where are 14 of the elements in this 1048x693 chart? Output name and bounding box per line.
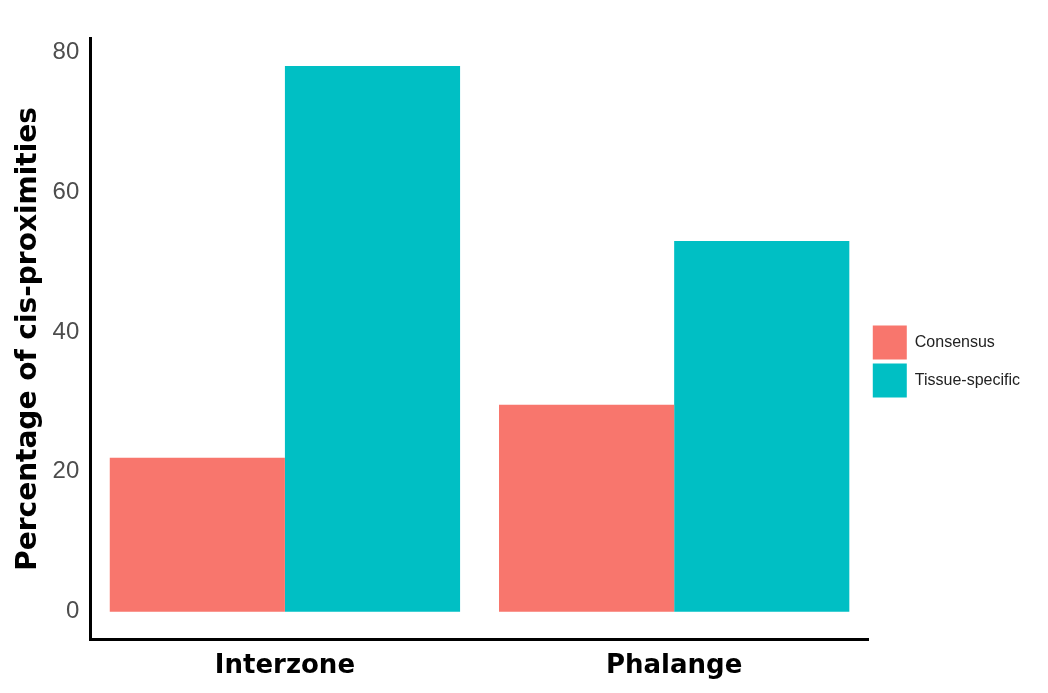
y-axis-title: Percentage of cis-proximities <box>10 107 44 571</box>
x-tick-label: Phalange <box>606 649 743 680</box>
y-tick-label: 40 <box>52 316 80 344</box>
bar <box>674 240 850 612</box>
legend-label: Tissue-specific <box>914 370 1021 388</box>
y-tick-label: 60 <box>52 176 80 204</box>
bar <box>284 65 461 612</box>
y-tick-label: 0 <box>65 596 80 624</box>
legend-label: Consensus <box>914 332 995 350</box>
y-tick-label: 80 <box>52 36 80 64</box>
bar <box>499 404 675 612</box>
bar <box>109 457 285 612</box>
x-tick-label: Interzone <box>214 649 356 680</box>
y-tick-label: 20 <box>52 456 80 484</box>
